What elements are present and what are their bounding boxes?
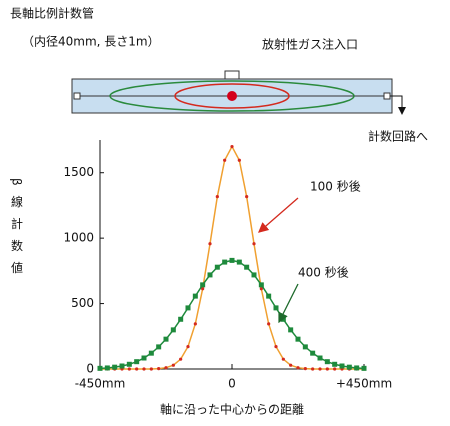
data-point: [296, 366, 300, 370]
data-point: [346, 364, 352, 370]
data-point: [192, 293, 198, 299]
data-point: [237, 158, 241, 162]
y-tick-label: 1500: [63, 165, 94, 179]
data-point: [134, 359, 140, 365]
data-point: [332, 361, 338, 367]
data-point: [223, 158, 227, 162]
data-point: [200, 282, 206, 288]
output-label: 計数回路へ: [368, 129, 428, 144]
data-point: [185, 305, 191, 311]
data-point: [164, 366, 168, 370]
data-point: [141, 355, 147, 361]
data-point: [289, 363, 293, 367]
x-tick-label: +450mm: [336, 377, 392, 391]
data-point: [230, 144, 234, 149]
data-point: [267, 322, 271, 326]
data-point: [178, 316, 184, 322]
gas-source: [227, 91, 237, 101]
x-tick-label: 0: [228, 377, 236, 391]
annotation-arrow: [258, 197, 299, 233]
series-label: 400 秒後: [298, 266, 349, 280]
diffusion-400s: [109, 80, 355, 112]
data-point: [127, 367, 131, 371]
data-point: [324, 359, 330, 365]
data-point: [302, 344, 308, 350]
data-point: [135, 367, 139, 371]
data-point: [310, 350, 316, 356]
y-tick-label: 0: [86, 362, 94, 376]
data-point: [97, 365, 103, 371]
data-point: [171, 363, 175, 367]
data-point: [325, 367, 329, 371]
data-point: [266, 293, 272, 299]
y-axis-label: β線計数値: [10, 178, 24, 284]
data-point: [112, 364, 118, 370]
data-point: [258, 282, 264, 288]
data-point: [157, 367, 161, 371]
data-point: [179, 357, 183, 361]
data-point: [207, 272, 213, 278]
data-point: [288, 327, 294, 333]
data-point: [236, 259, 242, 265]
data-point: [215, 195, 219, 199]
gas-inlet: [224, 70, 240, 80]
data-point: [104, 365, 110, 371]
y-tick-label: 500: [71, 296, 94, 310]
data-point: [148, 350, 154, 356]
y-tick-label: 1000: [63, 231, 94, 245]
data-point: [259, 287, 263, 291]
data-point: [119, 363, 125, 369]
data-point: [273, 305, 279, 311]
annotation-arrow: [278, 283, 299, 324]
data-point: [311, 367, 315, 371]
data-point: [229, 257, 235, 263]
data-point: [354, 365, 360, 371]
data-point: [295, 336, 301, 342]
data-point: [208, 242, 212, 246]
x-axis-label: 軸に沿った中心からの距離: [160, 402, 304, 417]
data-point: [318, 367, 322, 371]
data-point: [193, 322, 197, 326]
data-point: [126, 361, 132, 367]
data-point: [163, 336, 169, 342]
data-point: [186, 345, 190, 349]
data-point: [156, 344, 162, 350]
output-arrow: [390, 95, 406, 115]
data-point: [222, 259, 228, 265]
data-point: [251, 272, 257, 278]
end-plug: [73, 92, 81, 100]
diffusion-100s: [174, 83, 290, 109]
data-point: [252, 242, 256, 246]
data-point: [333, 367, 337, 371]
data-point: [244, 264, 250, 270]
end-plug: [383, 92, 391, 100]
data-point: [361, 365, 367, 371]
data-point: [245, 195, 249, 199]
data-point: [303, 367, 307, 371]
x-tick-label: -450mm: [75, 377, 126, 391]
data-point: [214, 264, 220, 270]
diagram-title: 長軸比例計数管: [10, 6, 94, 21]
series-label: 100 秒後: [310, 180, 361, 194]
inlet-label: 放射性ガス注入口: [262, 37, 358, 52]
data-point: [339, 363, 345, 369]
data-point: [317, 355, 323, 361]
data-point: [274, 345, 278, 349]
data-point: [170, 327, 176, 333]
data-point: [149, 367, 153, 371]
data-point: [201, 287, 205, 291]
data-point: [281, 357, 285, 361]
diagram-note: （内径40mm, 長さ1m）: [22, 35, 160, 49]
data-point: [142, 367, 146, 371]
